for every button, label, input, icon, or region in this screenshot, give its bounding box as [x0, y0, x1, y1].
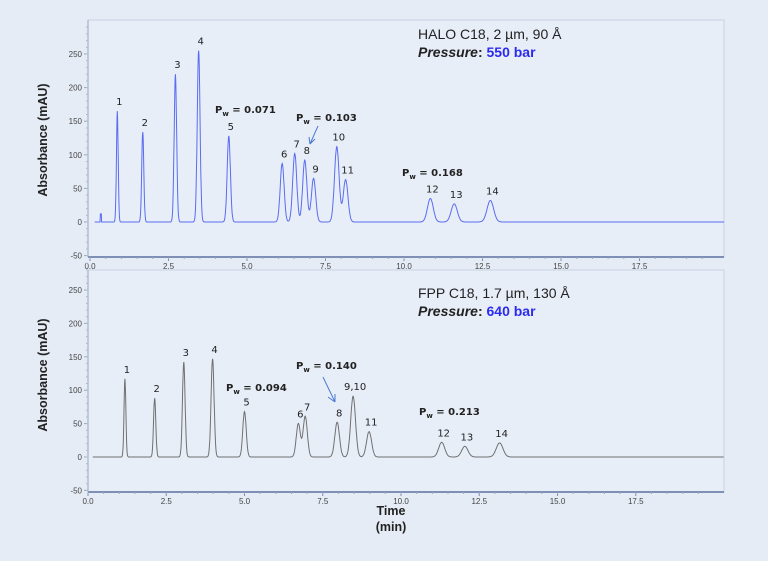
- top-axes: 0.0 2.5 5.0 7.5 10.0 12.5 15.0 17.5 -50 0 50 100 150…: [69, 20, 724, 271]
- bottom-x-tick-label: 15.0: [550, 497, 566, 506]
- top-y-tick-label: 0: [78, 218, 83, 227]
- bottom-arrow-icon: [322, 376, 336, 403]
- bottom-pressure-label: Pressure: [418, 303, 478, 319]
- bottom-y-axis-label: Absorbance (mAU): [36, 318, 50, 431]
- top-y-tick-label: -50: [70, 252, 82, 261]
- bottom-y-tick-label: 50: [73, 420, 82, 429]
- bottom-axes: 0.0 2.5 5.0 7.5 10.0 12.5 15.0 17.5-50050100150…: [69, 262, 724, 506]
- bottom-column-title: FPP C18, 1.7 µm, 130 Å: [418, 285, 570, 301]
- bottom-plot-area: [87, 269, 725, 493]
- top-y-tick-label: 100: [69, 151, 83, 160]
- top-pressure: Pressure: 550 bar: [418, 44, 536, 60]
- top-chromatogram-trace: [94, 50, 724, 223]
- bottom-peak-label-12: 12: [437, 428, 450, 439]
- top-peak-label-13: 13: [450, 190, 463, 201]
- top-plot-area: [87, 19, 725, 258]
- top-pressure-label: Pressure: [418, 44, 478, 60]
- top-peak-label-9: 9: [312, 164, 318, 175]
- top-x-tick-label: 0.0: [84, 262, 96, 271]
- top-x-tick-label: 15.0: [553, 262, 569, 271]
- bottom-peak-label-4: 4: [211, 345, 217, 356]
- bottom-y-tick-label: 250: [69, 286, 83, 295]
- bottom-peak-label-13: 13: [460, 432, 473, 443]
- top-pw-annotation-3: Pw = 0.168: [402, 168, 463, 181]
- bottom-peak-label-1: 1: [124, 365, 130, 376]
- bottom-pw-annotation-2: Pw = 0.140: [296, 361, 357, 374]
- top-x-tick-label: 12.5: [475, 262, 491, 271]
- top-x-tick-label: 2.5: [163, 262, 175, 271]
- bottom-y-tick-label: -50: [70, 486, 82, 495]
- bottom-x-tick-label: 0.0: [82, 497, 94, 506]
- bottom-pw-annotation-1: Pw = 0.094: [226, 383, 287, 396]
- bottom-x-tick-label: 5.0: [239, 497, 251, 506]
- bottom-peak-label-8: 8: [336, 408, 342, 419]
- bottom-y-tick-label: 100: [69, 386, 83, 395]
- top-y-tick-label: 150: [69, 117, 83, 126]
- bottom-pw-annotation-3: Pw = 0.213: [419, 407, 480, 420]
- top-peak-label-4: 4: [197, 37, 203, 48]
- bottom-peak-label-7: 7: [304, 402, 310, 413]
- top-peak-label-3: 3: [174, 60, 180, 71]
- top-pw-annotation-1: Pw = 0.071: [215, 105, 276, 118]
- top-peak-label-8: 8: [304, 146, 310, 157]
- top-peak-label-6: 6: [281, 150, 287, 161]
- top-panel: 0.0 2.5 5.0 7.5 10.0 12.5 15.0 17.5 -50 0 50 100 150…: [36, 19, 725, 271]
- bottom-y-tick-label: 150: [69, 353, 83, 362]
- bottom-pressure-value: 640 bar: [487, 303, 537, 319]
- top-x-tick-label: 5.0: [241, 262, 253, 271]
- bottom-x-tick-label: 12.5: [471, 497, 487, 506]
- bottom-panel: 0.0 2.5 5.0 7.5 10.0 12.5 15.0 17.5-50050100150…: [36, 262, 725, 534]
- bottom-peak-label-3: 3: [183, 348, 189, 359]
- bottom-peak-label-11: 11: [365, 418, 378, 429]
- bottom-y-tick-label: 200: [69, 319, 83, 328]
- top-arrow-icon: [308, 125, 319, 145]
- top-peak-label-14: 14: [486, 186, 499, 197]
- top-peak-label-2: 2: [142, 118, 148, 129]
- top-x-tick-label: 7.5: [320, 262, 332, 271]
- bottom-y-tick-label: 0: [78, 453, 83, 462]
- top-y-tick-label: 200: [69, 84, 83, 93]
- bottom-x-tick-label: 7.5: [317, 497, 329, 506]
- top-y-axis-label: Absorbance (mAU): [36, 83, 50, 196]
- bottom-peak-label-5: 5: [243, 398, 249, 409]
- bottom-peak-label-9-10: 9,10: [344, 382, 366, 393]
- top-y-tick-label: 250: [69, 50, 83, 59]
- x-axis-label: Time: [377, 504, 406, 518]
- bottom-peak-label-2: 2: [153, 384, 159, 395]
- top-peak-label-11: 11: [341, 166, 354, 177]
- top-peak-label-7: 7: [294, 139, 300, 150]
- bottom-x-tick-label: 10.0: [393, 497, 409, 506]
- top-column-title: HALO C18, 2 µm, 90 Å: [418, 26, 562, 42]
- bottom-peak-label-6: 6: [297, 410, 303, 421]
- bottom-x-tick-label: 17.5: [628, 497, 644, 506]
- bottom-x-tick-label: 2.5: [161, 497, 173, 506]
- top-x-tick-label: 17.5: [632, 262, 648, 271]
- bottom-chromatogram-trace: [92, 358, 724, 458]
- bottom-peak-label-14: 14: [495, 429, 508, 440]
- top-peak-label-10: 10: [332, 133, 345, 144]
- top-peak-label-12: 12: [426, 184, 439, 195]
- top-pressure-value: 550 bar: [487, 44, 537, 60]
- top-x-tick-label: 10.0: [396, 262, 412, 271]
- bottom-pressure: Pressure: 640 bar: [418, 303, 536, 319]
- top-pw-annotation-2: Pw = 0.103: [296, 113, 357, 126]
- top-peak-label-5: 5: [228, 122, 234, 133]
- top-peak-label-1: 1: [116, 97, 122, 108]
- x-axis-unit: (min): [376, 520, 407, 534]
- top-y-tick-label: 50: [73, 184, 82, 193]
